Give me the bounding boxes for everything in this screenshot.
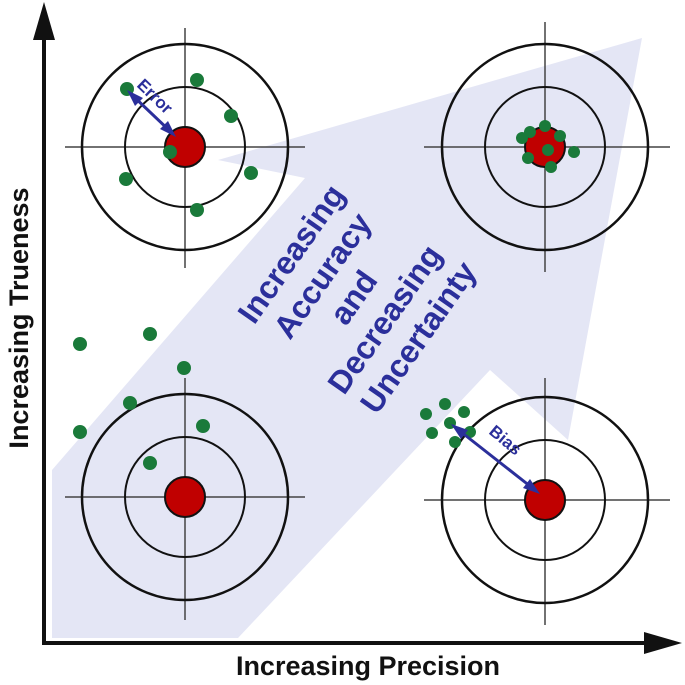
hit-dot bbox=[224, 109, 238, 123]
x-axis-label: Increasing Precision bbox=[236, 651, 500, 681]
hit-dot bbox=[458, 406, 470, 418]
hit-dot bbox=[449, 436, 461, 448]
hit-dot bbox=[73, 425, 87, 439]
error-arrowhead-end bbox=[127, 90, 143, 106]
hit-dot bbox=[426, 427, 438, 439]
inner-ring bbox=[124, 86, 246, 208]
error-arrowhead-start bbox=[160, 121, 176, 137]
hit-dot bbox=[177, 361, 191, 375]
x-axis-arrowhead bbox=[644, 632, 682, 654]
hit-dot bbox=[123, 396, 137, 410]
hit-dot bbox=[516, 132, 528, 144]
outer-ring bbox=[440, 395, 650, 605]
bullseye bbox=[164, 126, 206, 168]
inner-ring bbox=[484, 439, 606, 561]
hit-dot bbox=[190, 73, 204, 87]
hit-dot bbox=[143, 327, 157, 341]
target-top-right bbox=[424, 22, 670, 272]
hit-dot bbox=[522, 152, 534, 164]
outer-ring bbox=[80, 42, 290, 252]
target-bottom-left bbox=[65, 327, 305, 620]
inner-ring bbox=[124, 436, 246, 558]
bias-arrowhead-end bbox=[523, 479, 540, 494]
hit-dot bbox=[420, 408, 432, 420]
bias-arrow bbox=[455, 426, 536, 492]
hit-dot bbox=[542, 144, 554, 156]
inner-ring bbox=[484, 86, 606, 208]
hit-dot bbox=[143, 456, 157, 470]
outer-ring bbox=[440, 42, 650, 252]
hit-dot bbox=[554, 130, 566, 142]
bias-label: Bias bbox=[485, 422, 525, 460]
hit-dot bbox=[439, 398, 451, 410]
target-top-left bbox=[65, 28, 305, 268]
y-axis-label: Increasing Trueness bbox=[4, 187, 34, 448]
hit-dot bbox=[539, 120, 551, 132]
bullseye bbox=[164, 476, 206, 518]
y-axis-arrowhead bbox=[33, 2, 55, 40]
hit-dot bbox=[119, 172, 133, 186]
target-bottom-right bbox=[420, 378, 670, 625]
hit-dot bbox=[244, 166, 258, 180]
hit-dot bbox=[190, 203, 204, 217]
bias-arrowhead-start bbox=[451, 424, 468, 439]
hit-dot bbox=[196, 419, 210, 433]
error-callout: Error bbox=[127, 75, 177, 137]
hit-dot bbox=[163, 145, 177, 159]
hit-dot bbox=[545, 161, 557, 173]
hit-dot bbox=[73, 337, 87, 351]
axes: Increasing Precision Increasing Trueness bbox=[4, 2, 682, 681]
outer-ring bbox=[80, 392, 290, 602]
bias-callout: Bias bbox=[451, 422, 540, 494]
hit-dot bbox=[568, 146, 580, 158]
